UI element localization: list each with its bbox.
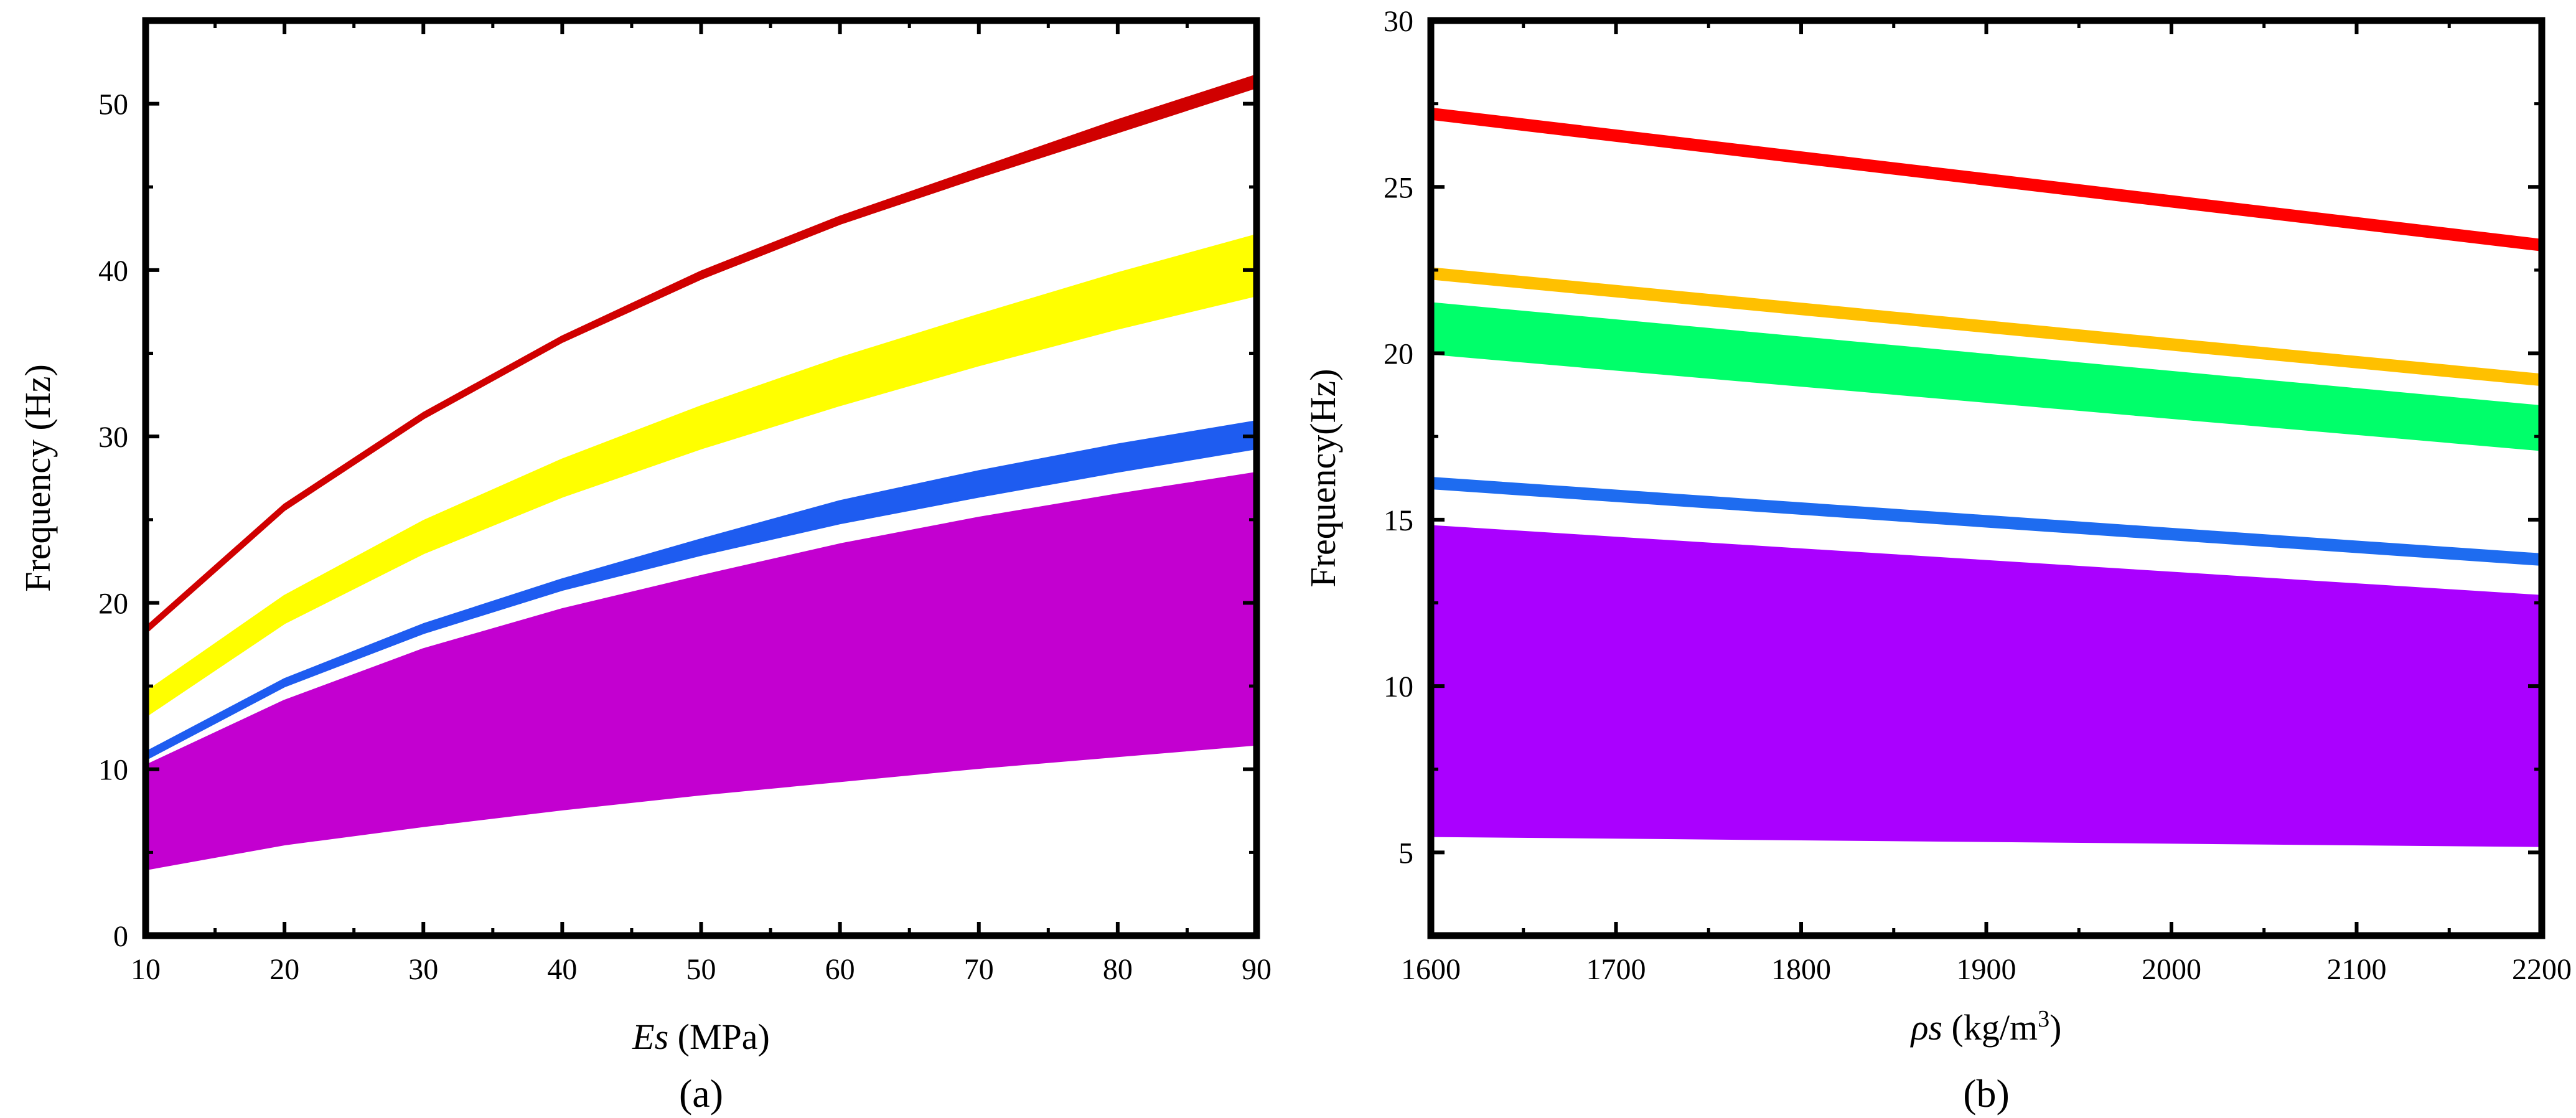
x-tick-label: 1800 [1771,953,1831,986]
x-axis-unit-superscript: 3 [2038,1006,2049,1032]
x-tick-label: 1600 [1401,953,1461,986]
x-axis-label: Es (MPa) [632,1017,770,1057]
y-tick-label: 30 [98,421,128,454]
x-tick-label: 40 [547,953,577,986]
x-tick-label: 2000 [2142,953,2201,986]
x-tick-label: 1700 [1586,953,1646,986]
y-tick-label: 15 [1384,504,1413,537]
panel-label: (b) [1963,1071,2010,1116]
x-axis-label: ρs (kg/m3) [1910,1006,2062,1048]
series-band-1 [1430,525,2543,847]
y-tick-label: 40 [98,255,128,288]
x-tick-label: 2200 [2512,953,2572,986]
y-tick-label: 20 [98,587,128,620]
x-tick-label: 50 [686,953,716,986]
series-band-5 [1430,107,2543,251]
x-axis-unit-close: ) [2049,1007,2061,1048]
y-axis-label: Frequency (Hz) [17,364,58,592]
y-tick-label: 0 [113,920,128,953]
y-tick-label: 30 [1384,5,1413,38]
y-tick-label: 25 [1384,171,1413,204]
x-tick-label: 2100 [2327,953,2387,986]
x-tick-label: 60 [825,953,855,986]
x-axis-unit: (MPa) [668,1017,770,1057]
x-axis-unit: (kg/m [1942,1007,2038,1048]
x-tick-label: 80 [1103,953,1133,986]
y-tick-label: 5 [1398,837,1413,870]
x-axis-variable: Es [632,1017,668,1057]
x-tick-label: 10 [131,953,161,986]
y-tick-label: 10 [1384,670,1413,703]
y-tick-label: 10 [98,754,128,787]
panel-label: (a) [679,1071,723,1116]
y-axis-label: Frequency(Hz) [1303,369,1343,587]
chart-panel-b: 1600 1700 1800 1900 2000 2100 2200 5 10 15 20 25 30 ρ… [1303,5,2572,1116]
x-tick-label: 70 [964,953,994,986]
x-tick-label: 1900 [1957,953,2016,986]
x-tick-label: 20 [269,953,299,986]
y-tick-label: 50 [98,88,128,121]
x-tick-label: 30 [408,953,438,986]
y-tick-label: 20 [1384,338,1413,371]
x-tick-label: 90 [1242,953,1272,986]
x-axis-variable: ρs [1910,1007,1942,1048]
